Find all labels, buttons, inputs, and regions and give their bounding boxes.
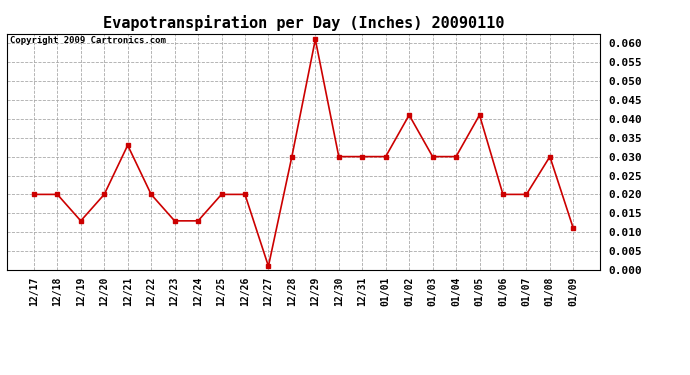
Text: Copyright 2009 Cartronics.com: Copyright 2009 Cartronics.com bbox=[10, 36, 166, 45]
Title: Evapotranspiration per Day (Inches) 20090110: Evapotranspiration per Day (Inches) 2009… bbox=[103, 15, 504, 31]
